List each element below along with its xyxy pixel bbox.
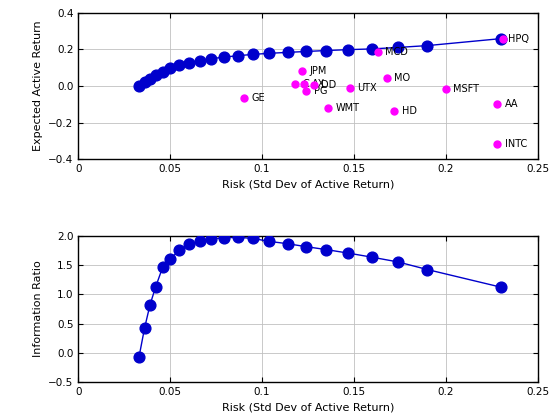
Text: DD: DD: [321, 80, 336, 90]
Point: [344, 250, 353, 257]
Point: [441, 85, 450, 92]
Point: [239, 95, 248, 102]
Point: [195, 238, 204, 245]
Point: [394, 259, 403, 265]
Point: [382, 75, 391, 81]
Point: [283, 49, 292, 56]
Text: WMT: WMT: [335, 103, 360, 113]
Point: [175, 62, 184, 69]
Text: C: C: [302, 79, 309, 89]
Point: [493, 100, 502, 107]
Point: [184, 60, 193, 66]
Text: AX: AX: [312, 79, 325, 89]
Point: [493, 140, 502, 147]
Point: [374, 49, 382, 55]
Point: [394, 44, 403, 51]
Text: HD: HD: [402, 106, 417, 116]
Point: [298, 68, 307, 75]
Point: [140, 325, 149, 331]
Point: [146, 75, 155, 82]
Point: [302, 88, 311, 95]
Point: [265, 238, 274, 245]
Text: MO: MO: [394, 73, 410, 83]
Point: [368, 45, 377, 52]
Point: [423, 42, 432, 49]
Point: [390, 108, 399, 115]
Point: [496, 35, 505, 42]
Point: [322, 47, 331, 54]
Point: [302, 243, 311, 250]
Point: [219, 234, 228, 241]
Point: [151, 72, 160, 79]
Point: [346, 85, 354, 92]
Y-axis label: Expected Active Return: Expected Active Return: [32, 21, 43, 151]
Point: [423, 266, 432, 273]
Point: [219, 54, 228, 60]
Text: UTX: UTX: [358, 83, 377, 93]
Text: PG: PG: [314, 87, 327, 97]
Point: [151, 284, 160, 291]
Text: MSFT: MSFT: [453, 84, 479, 94]
Point: [265, 50, 274, 57]
Point: [206, 55, 215, 62]
Point: [322, 246, 331, 253]
Point: [368, 254, 377, 260]
Point: [184, 241, 193, 248]
Point: [309, 81, 318, 88]
Point: [344, 46, 353, 53]
Point: [166, 65, 175, 72]
Point: [166, 256, 175, 262]
Text: MCD: MCD: [385, 47, 408, 57]
Y-axis label: Information Ratio: Information Ratio: [32, 260, 43, 357]
Text: GE: GE: [251, 93, 265, 103]
Point: [249, 51, 258, 58]
Point: [140, 79, 149, 86]
Point: [175, 247, 184, 254]
Point: [302, 48, 311, 55]
Point: [324, 105, 333, 111]
Point: [134, 354, 143, 360]
Point: [300, 81, 309, 88]
Text: INTC: INTC: [505, 139, 527, 149]
Point: [234, 52, 242, 59]
Point: [234, 234, 242, 241]
Point: [206, 236, 215, 242]
Point: [283, 240, 292, 247]
Text: AA: AA: [505, 99, 518, 109]
X-axis label: Risk (Std Dev of Active Return): Risk (Std Dev of Active Return): [222, 180, 394, 190]
Point: [134, 82, 143, 89]
Point: [158, 263, 167, 270]
Text: JPM: JPM: [310, 66, 327, 76]
Point: [291, 80, 300, 87]
Point: [146, 302, 155, 308]
Text: HPQ: HPQ: [508, 34, 529, 44]
Point: [249, 235, 258, 242]
Point: [158, 68, 167, 75]
Point: [496, 284, 505, 291]
X-axis label: Risk (Std Dev of Active Return): Risk (Std Dev of Active Return): [222, 403, 394, 412]
Point: [498, 35, 507, 42]
Point: [195, 57, 204, 64]
